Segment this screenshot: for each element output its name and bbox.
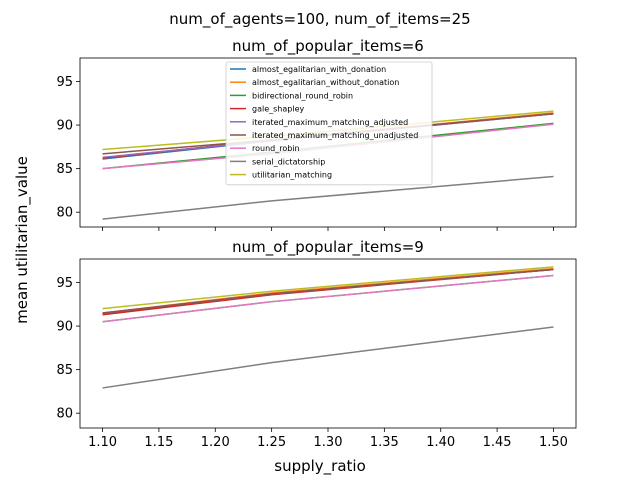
legend-label: serial_dictatorship — [252, 157, 325, 166]
x-tick-label: 1.50 — [539, 435, 568, 450]
x-tick-label: 1.30 — [314, 435, 343, 450]
x-tick-label: 1.45 — [483, 435, 512, 450]
x-tick-label: 1.35 — [370, 435, 399, 450]
x-tick-label: 1.15 — [144, 435, 173, 450]
legend-label: bidirectional_round_robin — [252, 91, 353, 100]
legend-label: gale_shapley — [252, 105, 304, 114]
legend-label: almost_egalitarian_without_donation — [252, 78, 399, 87]
y-axis-label: mean utilitarian_value — [13, 156, 32, 324]
panel-title: num_of_popular_items=9 — [232, 238, 424, 257]
y-tick-label: 95 — [56, 276, 73, 291]
x-tick-label: 1.10 — [88, 435, 117, 450]
legend-label: utilitarian_matching — [252, 171, 332, 180]
y-tick-label: 95 — [56, 75, 73, 90]
y-tick-label: 90 — [56, 320, 73, 335]
legend-label: round_robin — [252, 144, 300, 153]
y-tick-label: 90 — [56, 119, 73, 134]
legend: almost_egalitarian_with_donation almost_e… — [226, 62, 432, 185]
y-tick-label: 80 — [56, 206, 73, 221]
x-tick-label: 1.25 — [257, 435, 286, 450]
y-tick-label: 80 — [56, 407, 73, 422]
x-tick-label: 1.40 — [426, 435, 455, 450]
x-axis-label: supply_ratio — [274, 457, 366, 476]
panel-title: num_of_popular_items=6 — [232, 37, 424, 56]
legend-label: iterated_maximum_matching_unadjusted — [252, 131, 418, 140]
legend-label: iterated_maximum_matching_adjusted — [252, 118, 408, 127]
legend-label: almost_egalitarian_with_donation — [252, 65, 386, 74]
y-tick-label: 85 — [56, 162, 73, 177]
y-tick-label: 85 — [56, 363, 73, 378]
figure-title: num_of_agents=100, num_of_items=25 — [169, 10, 470, 29]
x-tick-label: 1.20 — [201, 435, 230, 450]
